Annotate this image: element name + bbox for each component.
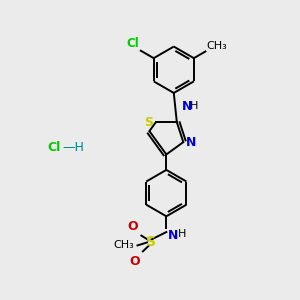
Text: N: N (182, 100, 192, 112)
Text: CH₃: CH₃ (113, 240, 134, 250)
Text: S: S (144, 116, 153, 129)
Text: O: O (129, 255, 140, 268)
Text: N: N (186, 136, 197, 148)
Text: CH₃: CH₃ (207, 40, 227, 51)
Text: H: H (190, 101, 199, 111)
Text: Cl: Cl (48, 140, 61, 154)
Text: H: H (178, 229, 186, 239)
Text: —H: —H (62, 140, 84, 154)
Text: Cl: Cl (126, 37, 139, 50)
Text: S: S (146, 236, 157, 249)
Text: N: N (168, 229, 178, 242)
Text: O: O (127, 220, 138, 233)
